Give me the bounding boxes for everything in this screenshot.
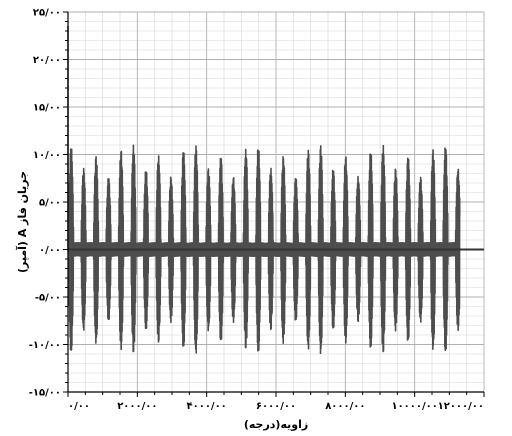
x-tick-label: ۶۰۰۰/۰۰: [256, 401, 296, 412]
y-axis-title: جریان فاز A (آمپر): [15, 171, 29, 273]
y-tick-label: ۰/۰۰: [39, 245, 61, 256]
x-tick-label: ۸۰۰۰/۰۰: [325, 401, 365, 412]
y-tick-label: ۱۵/۰۰: [33, 103, 61, 114]
y-tick-label: ۲۰/۰۰: [33, 55, 61, 66]
x-tick-label: ۰/۰۰: [68, 401, 90, 412]
x-tick-label: ۴۰۰۰/۰۰: [187, 401, 227, 412]
x-tick-label: ۱۲۰۰۰/۰۰: [438, 401, 484, 412]
y-tick-label: -۱۰/۰۰: [29, 340, 61, 351]
x-tick-label: ۱۰۰۰۰/۰۰: [391, 401, 437, 412]
y-tick-label: ۱۰/۰۰: [33, 150, 61, 161]
y-tick-label: -۵/۰۰: [35, 293, 61, 304]
y-tick-label: -۱۵/۰۰: [29, 388, 61, 399]
label-layer: ۲۵/۰۰ ۲۰/۰۰ ۱۵/۰۰ ۱۰/۰۰ ۵/۰۰ ۰/۰۰ -۵/۰۰ -۱۰/۰۰ -…: [29, 8, 484, 413]
x-axis-title: زاویه(درجه): [244, 418, 308, 431]
x-tick-label: ۲۰۰۰/۰۰: [117, 401, 157, 412]
y-tick-label: ۵/۰۰: [39, 198, 61, 209]
y-tick-label: ۲۵/۰۰: [33, 8, 61, 19]
tick-layer: [63, 11, 485, 397]
